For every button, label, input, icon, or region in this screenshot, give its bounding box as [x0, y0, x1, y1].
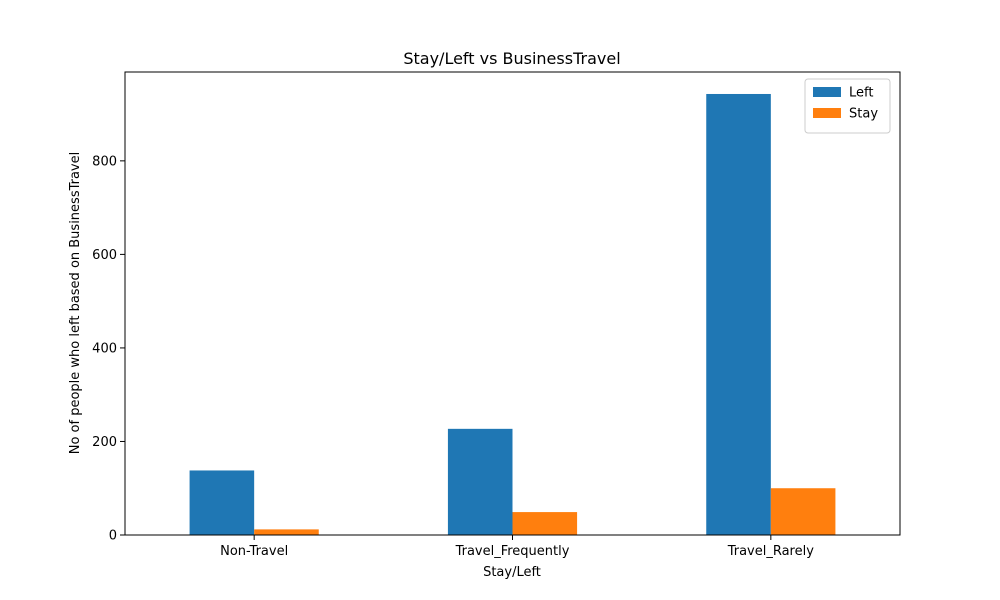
bar-left-non-travel [189, 470, 255, 535]
y-tick-label: 400 [92, 341, 117, 356]
chart-title: Stay/Left vs BusinessTravel [403, 49, 620, 68]
bar-left-travel-rarely [706, 93, 771, 535]
y-tick-label: 600 [92, 248, 117, 263]
bar-stay-travel-rarely [770, 488, 836, 535]
bar-left-travel-frequently [447, 428, 513, 535]
bar-stay-non-travel [254, 529, 319, 535]
y-axis-label: No of people who left based on BusinessT… [68, 152, 83, 455]
y-axis: 0 200 400 600 800 [92, 154, 125, 544]
x-tick-label: Non-Travel [220, 544, 288, 559]
y-tick-label: 800 [92, 154, 117, 169]
legend: Left Stay [804, 78, 891, 134]
legend-label-stay: Stay [849, 107, 878, 122]
y-tick-label: 0 [109, 529, 117, 544]
legend-swatch-stay [813, 108, 841, 118]
y-tick-label: 200 [92, 435, 117, 450]
bars-group [189, 93, 836, 535]
legend-swatch-left [813, 87, 841, 97]
x-tick-label: Travel_Rarely [727, 544, 815, 559]
bar-stay-travel-frequently [512, 512, 578, 535]
x-axis-label: Stay/Left [483, 565, 541, 580]
x-axis: Non-Travel Travel_Frequently Travel_Rarely [220, 535, 814, 559]
legend-label-left: Left [849, 86, 873, 101]
x-tick-label: Travel_Frequently [455, 544, 570, 559]
